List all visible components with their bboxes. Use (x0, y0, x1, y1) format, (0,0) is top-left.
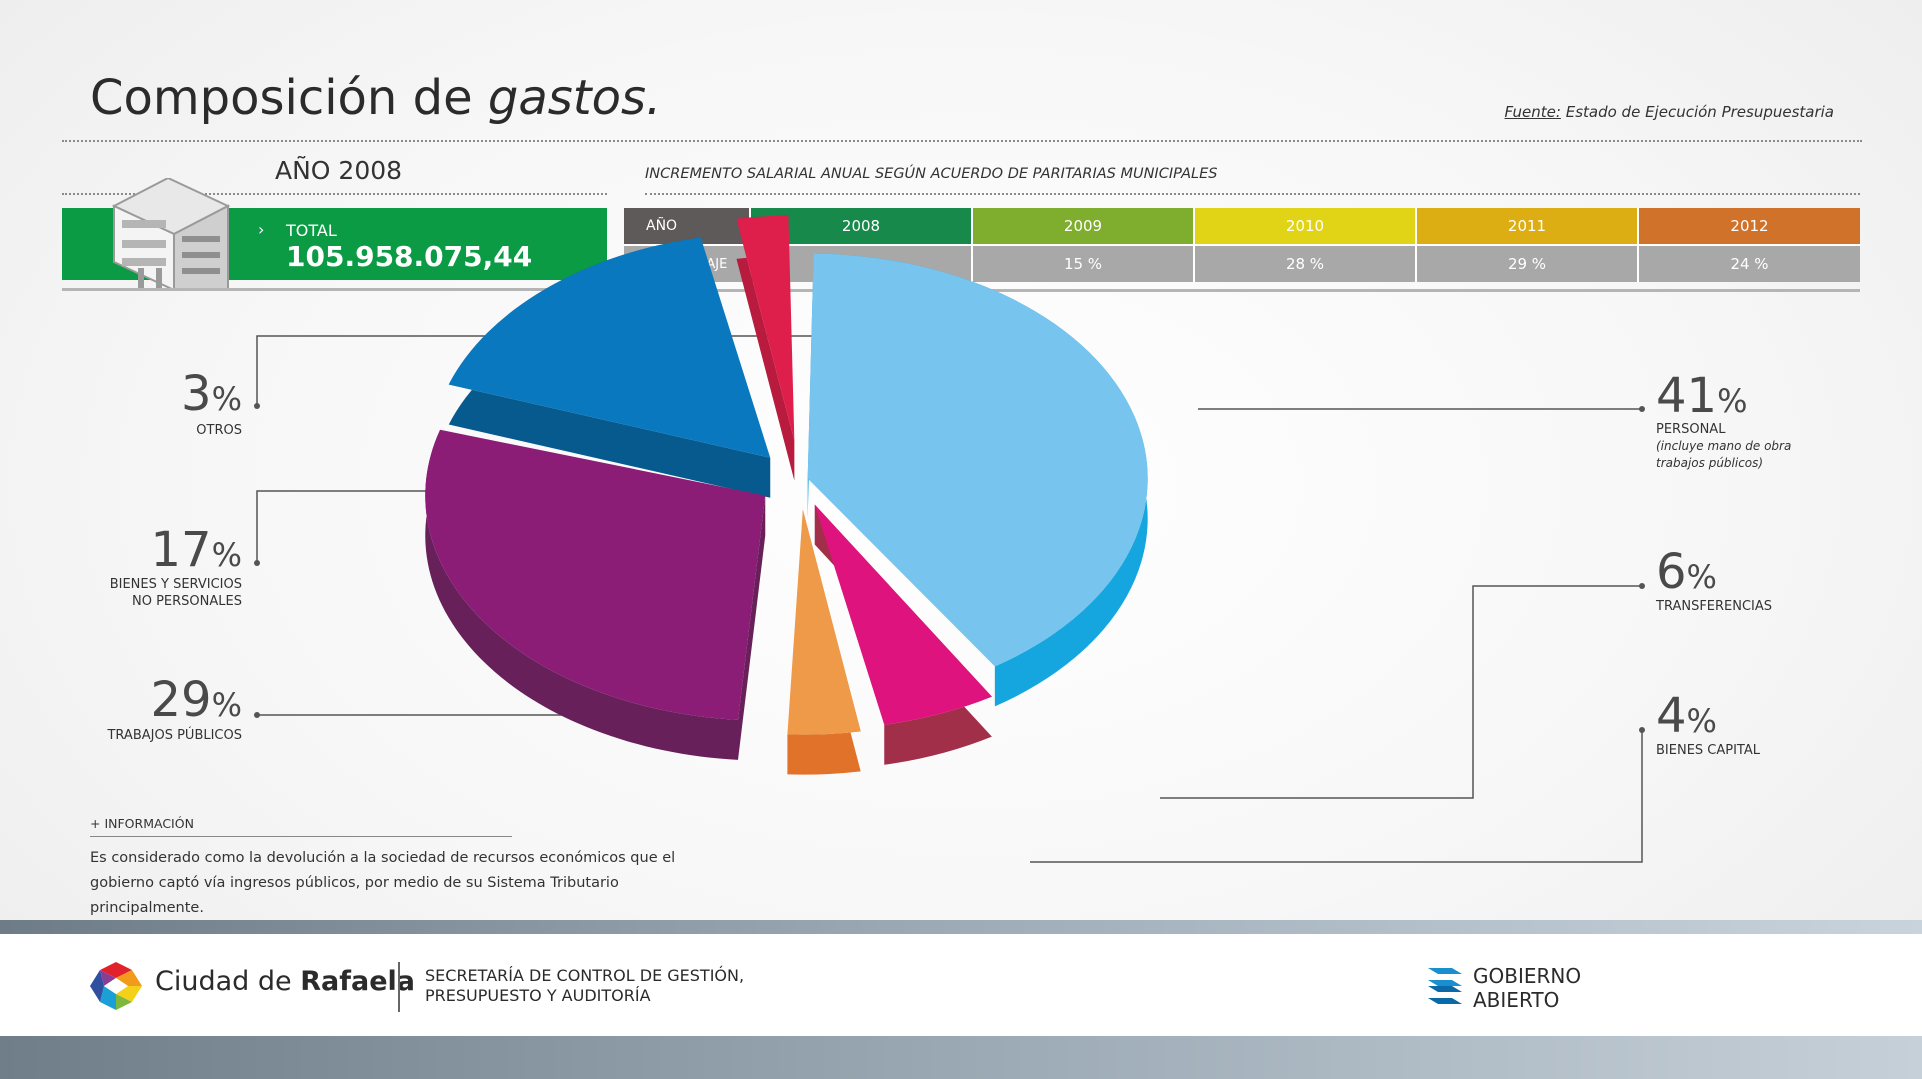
leader-dots (254, 403, 1645, 733)
title-main: Composición de (90, 70, 473, 126)
secretaria-line-2: PRESUPUESTO Y AUDITORÍA (425, 986, 651, 1005)
percent-sign: % (1686, 702, 1717, 740)
city-bold: Rafaela (300, 966, 415, 997)
leader-dot (1639, 583, 1645, 589)
leader-dot (1639, 406, 1645, 412)
pie-slice-side (425, 429, 766, 760)
value: 29 (150, 672, 212, 728)
callout-bienes-capital-label: BIENES CAPITAL (1656, 743, 1760, 758)
pie-slice (448, 237, 771, 458)
total-value: 105.958.075,44 (286, 240, 533, 273)
callout-trabajos-label: TRABAJOS PÚBLICOS (107, 728, 242, 743)
ciudad-rafaela-logo-icon (90, 962, 142, 1010)
percent-sign: % (211, 380, 242, 418)
year-heading: AÑO 2008 (275, 156, 403, 185)
callout-personal-label: PERSONAL (incluye mano de obra trabajos … (1656, 421, 1791, 472)
callout-otros-label: OTROS (196, 423, 242, 438)
label: PERSONAL (1656, 422, 1726, 437)
callout-otros-value: 3% (181, 370, 242, 423)
salary-year-cell: 2010 (1194, 208, 1417, 246)
footer-bottom-band (0, 1036, 1922, 1079)
table-divider (645, 193, 1860, 195)
value: 17 (150, 522, 212, 578)
info-heading[interactable]: + INFORMACIÓN (90, 816, 194, 831)
percent-sign: % (1686, 558, 1717, 596)
note: trabajos públicos) (1656, 456, 1764, 470)
pie-slice (807, 253, 1148, 667)
leader-dot (1639, 727, 1645, 733)
salary-pct-cell: 15 % (972, 245, 1195, 282)
leader-dot (254, 560, 260, 566)
leader-dot (254, 403, 260, 409)
callout-bienes-servicios-value: 17% (151, 526, 242, 579)
callout-transferencias-value: 6% (1656, 548, 1717, 601)
salary-pct-cell: 28 % (1194, 245, 1417, 282)
callout-trabajos-value: 29% (151, 676, 242, 729)
pie-slice (814, 504, 992, 725)
note: (incluye mano de obra (1656, 439, 1792, 453)
total-underline (62, 288, 607, 291)
secretaria-line-1: SECRETARÍA DE CONTROL DE GESTIÓN, (425, 966, 745, 985)
salary-year-cell: 2011 (1416, 208, 1639, 246)
gobierno-line-1: GOBIERNO (1473, 964, 1582, 988)
callout-bienes-servicios-label: BIENES Y SERVICIOS NO PERSONALES (110, 576, 242, 610)
salary-table-heading: INCREMENTO SALARIAL ANUAL SEGÚN ACUERDO … (645, 166, 1218, 182)
salary-pct-cell: 24 % (1638, 245, 1860, 282)
total-label: TOTAL (286, 221, 337, 240)
callout-bienes-capital-value: 4% (1656, 692, 1717, 745)
value: 4 (1656, 688, 1687, 744)
salary-year-header: AÑO (624, 208, 751, 246)
value: 6 (1656, 544, 1687, 600)
page-title: Composición de gastos. (90, 70, 661, 126)
year-divider (62, 193, 607, 195)
percent-sign: % (1717, 382, 1748, 420)
footer-top-band (0, 920, 1922, 934)
callout-personal-value: 41% (1656, 372, 1747, 425)
gobierno-abierto-icon (1428, 968, 1462, 1004)
building-icon (111, 178, 231, 290)
pie-slice-side (736, 215, 795, 481)
leader-line-bienes-capital (1030, 730, 1643, 863)
percent-sign: % (211, 536, 242, 574)
leader-dot (254, 712, 260, 718)
info-text: Es considerado como la devolución a la s… (90, 850, 676, 916)
table-underline (624, 289, 1860, 292)
info-divider (90, 836, 512, 837)
source-label: Fuente: (1504, 103, 1561, 121)
title-divider (62, 140, 1862, 142)
salary-pct-cell: 29 % (1416, 245, 1639, 282)
pie-slice-side (787, 509, 861, 775)
pie-slice (736, 215, 795, 441)
chevron-right-icon: › (258, 220, 265, 239)
title-italic: gastos. (487, 70, 662, 126)
value: 3 (181, 366, 212, 422)
pie-slice (787, 509, 861, 735)
salary-row-year: AÑO 2008 2009 2010 2011 2012 (624, 208, 1860, 246)
pie-slice-tops (425, 215, 1148, 735)
source-note: Fuente: Estado de Ejecución Presupuestar… (1505, 103, 1835, 121)
salary-year-cell: 2012 (1638, 208, 1860, 246)
city-regular: Ciudad de (155, 966, 292, 997)
label-line: NO PERSONALES (132, 594, 242, 609)
source-text: Estado de Ejecución Presupuestaria (1565, 103, 1834, 121)
label-line: BIENES Y SERVICIOS (109, 577, 242, 592)
leader-line-transferencias (1160, 585, 1640, 799)
value: 41 (1656, 368, 1718, 424)
gobierno-line-2: ABIERTO (1473, 988, 1560, 1012)
percent-sign: % (211, 686, 242, 724)
footer (0, 934, 1922, 1036)
salary-year-cell: 2009 (972, 208, 1195, 246)
city-name: Ciudad de Rafaela (155, 966, 415, 997)
footer-separator (398, 962, 400, 1012)
callout-transferencias-label: TRANSFERENCIAS (1656, 599, 1773, 614)
pie-slice (425, 429, 766, 720)
